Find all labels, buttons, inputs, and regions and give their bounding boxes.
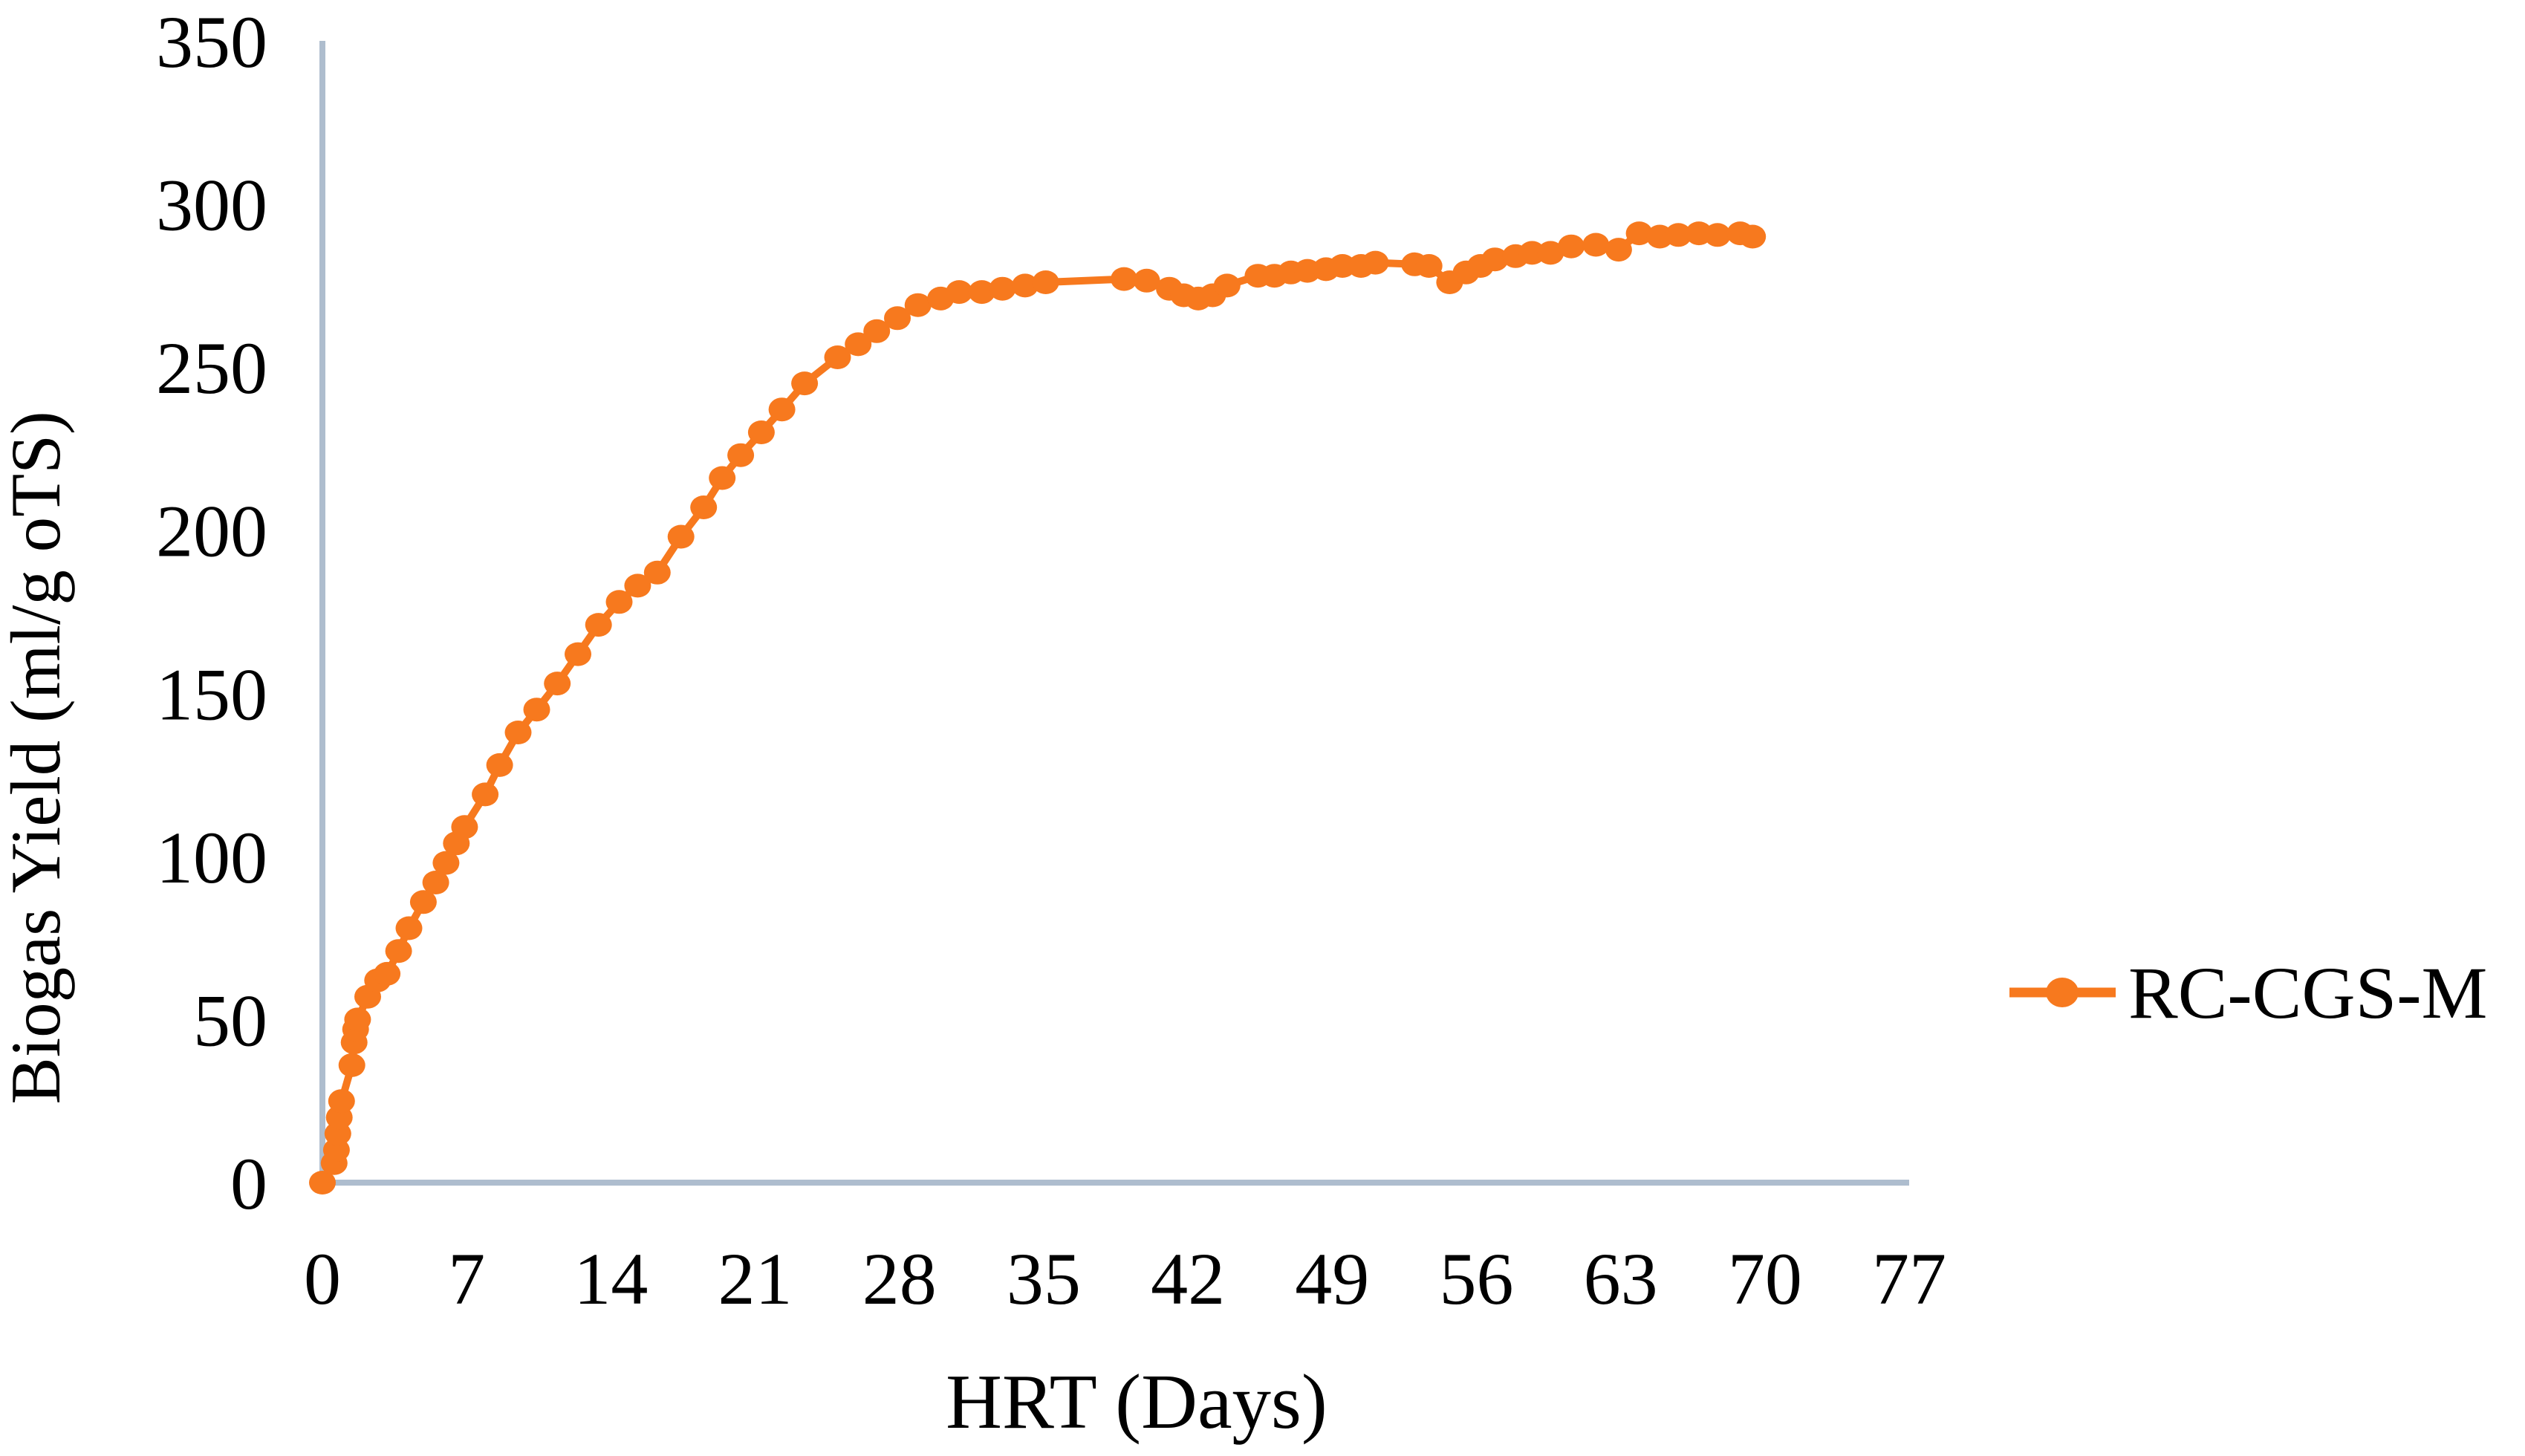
x-tick-label: 42 xyxy=(1151,1238,1225,1320)
data-point-marker xyxy=(338,1053,365,1077)
data-point-marker xyxy=(968,280,995,305)
data-point-marker xyxy=(523,698,550,722)
y-tick-label: 100 xyxy=(156,816,267,899)
y-tick-label: 0 xyxy=(230,1143,267,1225)
data-point-marker xyxy=(1605,238,1632,262)
x-axis-title: HRT (Days) xyxy=(946,1358,1328,1445)
y-tick-label: 200 xyxy=(156,490,267,573)
data-point-marker xyxy=(791,371,819,396)
data-point-marker xyxy=(1704,223,1731,247)
data-point-marker xyxy=(309,1171,336,1195)
data-point-marker xyxy=(1213,273,1241,298)
x-axis-tick-labels: 0 7 14 21 28 35 42 49 56 63 70 77 xyxy=(304,1238,1946,1320)
data-point-marker xyxy=(451,815,478,839)
data-point-marker xyxy=(344,1007,371,1032)
data-point-marker xyxy=(1133,268,1160,293)
series-rc-cgs-m xyxy=(309,221,1767,1195)
data-point-marker xyxy=(709,466,736,490)
data-point-marker xyxy=(1739,224,1767,249)
data-point-marker xyxy=(328,1089,355,1114)
data-point-marker xyxy=(1558,234,1585,259)
x-tick-label: 0 xyxy=(304,1238,341,1320)
data-point-marker xyxy=(667,524,695,549)
data-point-marker xyxy=(690,495,718,519)
x-tick-label: 28 xyxy=(862,1238,937,1320)
data-point-marker xyxy=(884,306,911,331)
data-point-marker xyxy=(504,721,532,744)
data-point-marker xyxy=(1111,267,1138,291)
data-point-marker xyxy=(1011,273,1039,298)
legend-marker-icon xyxy=(2046,978,2079,1007)
legend-series-label: RC-CGS-M xyxy=(2128,952,2487,1034)
data-point-marker xyxy=(989,276,1016,301)
y-axis-title: Biogas Yield (ml/g oTS) xyxy=(0,411,75,1104)
data-point-marker xyxy=(374,961,401,986)
data-point-marker xyxy=(1362,250,1389,275)
y-tick-label: 50 xyxy=(193,979,267,1062)
data-point-marker xyxy=(422,871,449,894)
data-point-marker xyxy=(385,939,412,963)
data-point-marker xyxy=(544,672,571,696)
data-point-marker xyxy=(747,420,775,444)
data-point-marker xyxy=(472,782,499,807)
data-point-marker xyxy=(1518,241,1546,265)
y-tick-label: 300 xyxy=(156,164,267,247)
x-tick-label: 7 xyxy=(448,1238,485,1320)
data-point-marker xyxy=(1582,233,1610,257)
data-point-marker xyxy=(1481,247,1509,272)
data-point-marker xyxy=(1537,241,1564,265)
data-point-marker xyxy=(1329,254,1356,278)
data-point-marker xyxy=(904,293,932,317)
data-point-marker xyxy=(624,573,651,598)
y-tick-label: 250 xyxy=(156,327,267,409)
data-point-marker xyxy=(1665,223,1692,247)
data-point-marker xyxy=(946,280,973,305)
data-point-marker xyxy=(486,753,513,777)
y-axis-tick-labels: 0 50 100 150 200 250 300 350 xyxy=(156,1,267,1225)
legend: RC-CGS-M xyxy=(2009,952,2487,1034)
x-tick-label: 70 xyxy=(1728,1238,1802,1320)
data-point-marker xyxy=(1415,254,1443,278)
x-tick-label: 14 xyxy=(573,1238,648,1320)
data-point-marker xyxy=(585,613,612,637)
x-tick-label: 35 xyxy=(1007,1238,1081,1320)
y-tick-label: 350 xyxy=(156,1,267,83)
data-point-marker xyxy=(1625,221,1653,246)
x-tick-label: 77 xyxy=(1872,1238,1946,1320)
data-point-marker xyxy=(605,590,633,614)
data-point-marker xyxy=(409,890,437,914)
x-tick-label: 49 xyxy=(1295,1238,1369,1320)
data-point-marker xyxy=(432,851,460,875)
data-point-marker xyxy=(824,345,851,369)
data-point-marker xyxy=(727,443,755,467)
x-tick-label: 56 xyxy=(1439,1238,1513,1320)
data-point-marker xyxy=(768,397,796,422)
data-point-marker xyxy=(863,319,891,343)
data-point-marker xyxy=(1032,270,1059,294)
data-point-marker xyxy=(845,332,872,357)
data-point-marker xyxy=(643,560,671,585)
x-tick-label: 63 xyxy=(1584,1238,1658,1320)
data-point-marker xyxy=(565,642,591,666)
x-tick-label: 21 xyxy=(718,1238,793,1320)
data-point-marker xyxy=(395,916,423,940)
y-tick-label: 150 xyxy=(156,653,267,735)
